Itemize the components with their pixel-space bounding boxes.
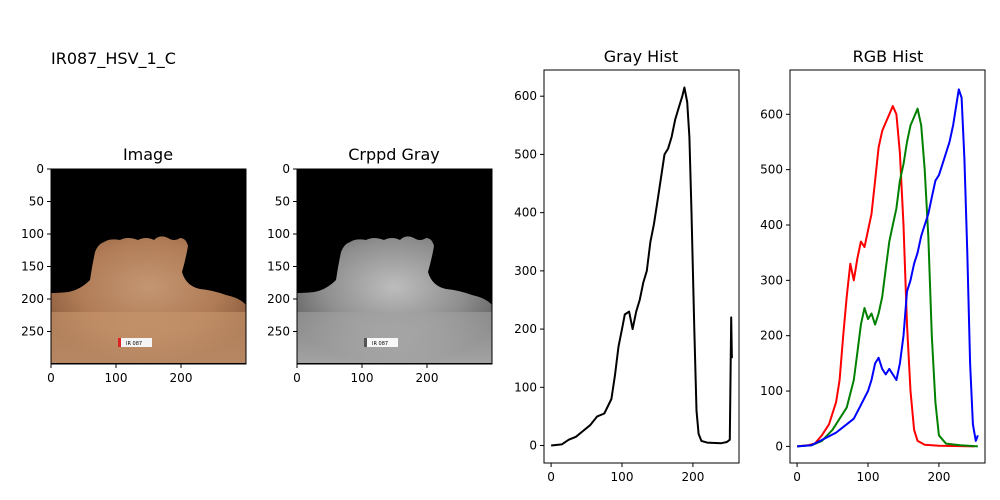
- gray-ytick-label: 250: [267, 325, 290, 339]
- image-ytick-label: 50: [29, 195, 44, 209]
- image-ytick-label: 0: [36, 162, 44, 176]
- rgb-hist-ytick-label: 500: [760, 163, 783, 177]
- image-lower-tone: [51, 312, 246, 363]
- gray-hist-ytick-label: 0: [529, 439, 537, 453]
- panel-image: Image IR 087 0 50 100 150 200 250 0 100 200: [21, 145, 247, 385]
- gray-hist-ytick-label: 400: [514, 206, 537, 220]
- gray-hist-title: Gray Hist: [604, 47, 678, 66]
- panel-image-title: Image: [123, 145, 173, 164]
- gray-hist-series-line-0: [550, 86, 733, 447]
- image-y-ticks: 0 50 100 150 200 250: [21, 162, 51, 339]
- gray-y-ticks: 0 50 100 150 200 250: [267, 162, 297, 339]
- gray-ytick-label: 50: [275, 195, 290, 209]
- gray-x-ticks: 0 100 200: [293, 364, 438, 385]
- gray-ytick-label: 200: [267, 292, 290, 306]
- gray-hist-ytick-label: 500: [514, 147, 537, 161]
- panel-cropped-gray: Crppd Gray IR 087 0 50 100 150 200 250 0 100 20…: [267, 145, 493, 385]
- gray-hist-series: [550, 86, 733, 447]
- rgb-hist-series: [796, 88, 979, 448]
- gray-hist-ytick-label: 300: [514, 264, 537, 278]
- rgb-hist-ytick-label: 100: [760, 384, 783, 398]
- gray-sticker-text: IR 087: [372, 341, 388, 347]
- gray-ytick-label: 150: [267, 260, 290, 274]
- panel-gray-title: Crppd Gray: [348, 145, 440, 164]
- image-label-sticker: IR 087: [118, 338, 152, 347]
- gray-hist-ytick-label: 600: [514, 89, 537, 103]
- sticker-text: IR 087: [126, 341, 142, 347]
- rgb-hist-xtick-label: 200: [927, 470, 950, 484]
- gray-hist-ticks: 0 100 200 300 400 500 600 0 100 200: [514, 89, 704, 484]
- gray-xtick-label: 200: [416, 371, 439, 385]
- gray-hist-xtick-label: 100: [611, 470, 634, 484]
- image-ytick-label: 200: [21, 292, 44, 306]
- image-x-ticks: 0 100 200: [47, 364, 192, 385]
- gray-ytick-label: 100: [267, 227, 290, 241]
- rgb-hist-series-line-2: [797, 88, 979, 448]
- gray-lower-tone: [297, 312, 492, 363]
- panel-gray-hist: Gray Hist 0 100 200 300 400 500 600 0 100 200: [514, 47, 740, 484]
- rgb-hist-title: RGB Hist: [853, 47, 924, 66]
- image-xtick-label: 0: [47, 371, 55, 385]
- image-ytick-label: 100: [21, 227, 44, 241]
- panel-rgb-hist: RGB Hist 0 100 200 300 400 500 600 0 100 200: [760, 47, 986, 484]
- image-xtick-label: 100: [105, 371, 128, 385]
- gray-hist-ytick-label: 100: [514, 380, 537, 394]
- gray-hist-xtick-label: 200: [681, 470, 704, 484]
- image-ytick-label: 250: [21, 325, 44, 339]
- rgb-hist-xtick-label: 0: [793, 470, 801, 484]
- gray-xtick-label: 100: [351, 371, 374, 385]
- image-ytick-label: 150: [21, 260, 44, 274]
- rgb-hist-ytick-label: 200: [760, 329, 783, 343]
- gray-xtick-label: 0: [293, 371, 301, 385]
- rgb-hist-ticks: 0 100 200 300 400 500 600 0 100 200: [760, 107, 950, 484]
- image-xtick-label: 200: [170, 371, 193, 385]
- rgb-hist-ytick-label: 0: [775, 439, 783, 453]
- gray-ytick-label: 0: [282, 162, 290, 176]
- gray-label-sticker: IR 087: [364, 338, 398, 347]
- rgb-hist-series-line-1: [797, 107, 978, 448]
- rgb-hist-ytick-label: 400: [760, 218, 783, 232]
- rgb-hist-ytick-label: 300: [760, 273, 783, 287]
- rgb-hist-ytick-label: 600: [760, 107, 783, 121]
- rgb-hist-xtick-label: 100: [857, 470, 880, 484]
- figure-title: IR087_HSV_1_C: [51, 49, 176, 69]
- rgb-hist-series-line-0: [796, 105, 975, 448]
- gray-hist-xtick-label: 0: [547, 470, 555, 484]
- gray-hist-ytick-label: 200: [514, 322, 537, 336]
